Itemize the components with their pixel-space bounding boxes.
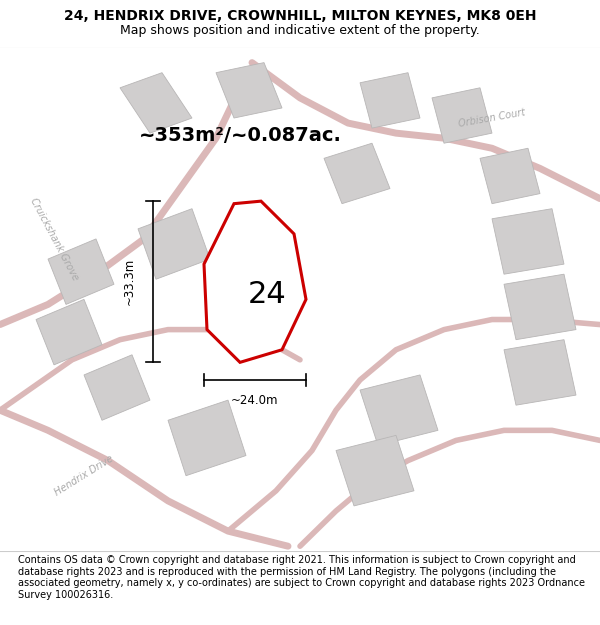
Polygon shape bbox=[168, 400, 246, 476]
Polygon shape bbox=[48, 239, 114, 304]
Text: Hendrix Drive: Hendrix Drive bbox=[53, 454, 115, 498]
Polygon shape bbox=[84, 355, 150, 420]
Text: 24, HENDRIX DRIVE, CROWNHILL, MILTON KEYNES, MK8 0EH: 24, HENDRIX DRIVE, CROWNHILL, MILTON KEY… bbox=[64, 9, 536, 24]
Polygon shape bbox=[492, 209, 564, 274]
Polygon shape bbox=[336, 436, 414, 506]
Text: ~33.3m: ~33.3m bbox=[122, 258, 136, 306]
Text: Cruickshank Grove: Cruickshank Grove bbox=[28, 196, 80, 282]
Text: 24: 24 bbox=[248, 280, 286, 309]
Text: ~353m²/~0.087ac.: ~353m²/~0.087ac. bbox=[139, 126, 341, 145]
Polygon shape bbox=[360, 375, 438, 446]
Polygon shape bbox=[204, 201, 306, 362]
Text: Contains OS data © Crown copyright and database right 2021. This information is : Contains OS data © Crown copyright and d… bbox=[18, 555, 585, 600]
Polygon shape bbox=[36, 299, 102, 365]
Polygon shape bbox=[138, 209, 210, 279]
Polygon shape bbox=[360, 72, 420, 128]
Polygon shape bbox=[120, 72, 192, 133]
Text: Map shows position and indicative extent of the property.: Map shows position and indicative extent… bbox=[120, 24, 480, 37]
Polygon shape bbox=[504, 339, 576, 405]
Polygon shape bbox=[504, 274, 576, 339]
Polygon shape bbox=[324, 143, 390, 204]
Polygon shape bbox=[432, 88, 492, 143]
Polygon shape bbox=[216, 62, 282, 118]
Text: Orbison Court: Orbison Court bbox=[458, 107, 526, 129]
Polygon shape bbox=[480, 148, 540, 204]
Text: ~24.0m: ~24.0m bbox=[231, 394, 279, 407]
